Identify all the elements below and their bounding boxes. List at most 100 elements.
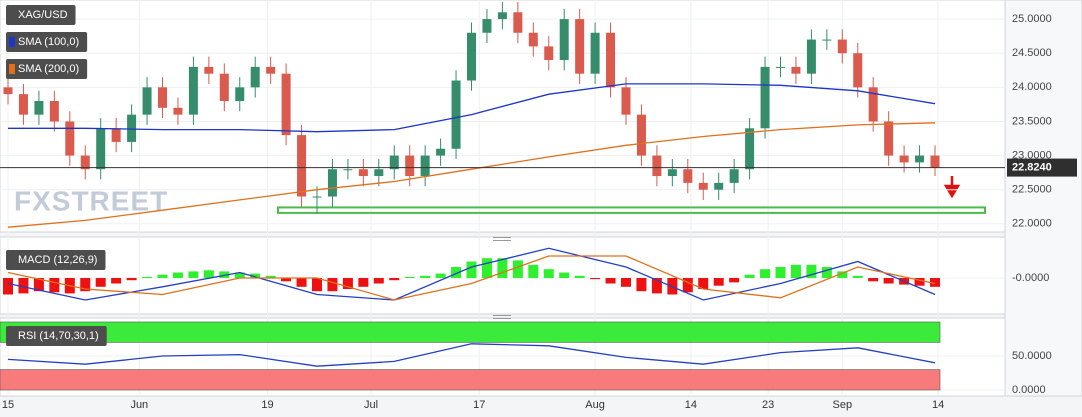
histogram-bar	[930, 278, 940, 287]
histogram-bar	[914, 278, 925, 286]
legend-item: RSI (14,70,30,1)	[6, 326, 107, 346]
legend-label: XAG/USD	[18, 9, 68, 21]
y-tick-label: 24.0000	[1012, 81, 1052, 93]
histogram-bar	[713, 278, 724, 286]
histogram-bar	[18, 278, 29, 294]
legend-item: SMA (100,0)	[6, 32, 88, 52]
histogram-bar	[265, 275, 276, 278]
panel-handles	[493, 237, 511, 319]
histogram-bar	[868, 278, 879, 282]
histogram-bar	[466, 261, 477, 278]
candle-body	[806, 39, 816, 74]
candle-body	[729, 169, 739, 183]
histogram-bar	[559, 272, 570, 278]
x-tick-label: Sep	[833, 399, 853, 411]
candle-body	[65, 121, 75, 156]
x-tick-label: 23	[762, 399, 774, 411]
candle-body	[760, 66, 770, 129]
candle-body	[96, 128, 106, 170]
y-tick-label: 23.0000	[1012, 149, 1052, 161]
y-tick-label: 24.5000	[1012, 47, 1052, 59]
candle-body	[374, 169, 384, 177]
histogram-bar	[234, 272, 245, 278]
histogram-bar	[481, 258, 492, 278]
y-tick-label: 50.0000	[1012, 350, 1052, 362]
histogram-bar	[281, 278, 292, 282]
legend-box	[6, 5, 76, 25]
histogram-bar	[3, 278, 13, 295]
x-tick-label: 14	[932, 399, 944, 411]
candle-body	[683, 169, 693, 183]
x-tick-label: Jun	[130, 399, 148, 411]
candle-body	[915, 155, 925, 163]
histogram-bar	[574, 275, 585, 278]
x-tick-label: 19	[261, 399, 273, 411]
histogram-bar	[543, 269, 554, 278]
candle-body	[899, 155, 909, 163]
candle-body	[513, 12, 523, 33]
candle-body	[791, 66, 801, 74]
histogram-bar	[111, 278, 122, 284]
histogram-bar	[203, 270, 214, 278]
candle-body	[204, 66, 214, 74]
candle-body	[127, 114, 137, 142]
x-tick-label: 15	[2, 399, 14, 411]
candle-body	[312, 196, 322, 198]
histogram-bar	[621, 278, 631, 287]
y-tick-label: 22.0000	[1012, 218, 1052, 230]
histogram-bar	[358, 278, 369, 287]
histogram-bar	[651, 278, 662, 294]
histogram-bar	[420, 275, 431, 278]
indicator-line	[7, 255, 936, 301]
legend-label: RSI (14,70,30,1)	[18, 330, 99, 342]
candle-body	[868, 87, 878, 122]
histogram-bar	[837, 271, 848, 278]
candle-body	[451, 80, 461, 149]
histogram-bar	[760, 269, 771, 278]
rsi-band	[0, 369, 941, 391]
histogram-bar	[451, 267, 462, 278]
histogram-bar	[296, 278, 307, 287]
histogram-bar	[512, 260, 523, 278]
legend-item: XAG/USD	[6, 5, 76, 25]
legend-swatch	[9, 64, 15, 74]
axis-area	[1004, 0, 1082, 397]
histogram-bar	[126, 278, 137, 281]
y-tick-label: 25.0000	[1012, 13, 1052, 25]
candle-body	[343, 169, 353, 171]
candle-body	[559, 19, 569, 61]
candle-body	[34, 100, 44, 115]
y-tick-label: 23.5000	[1012, 115, 1052, 127]
histogram-bar	[219, 271, 230, 278]
legend-swatch	[9, 37, 15, 47]
histogram-bar	[33, 278, 44, 292]
candle-body	[188, 66, 198, 115]
indicator-line	[7, 122, 936, 228]
candle-body	[528, 32, 538, 47]
histogram-bar	[806, 264, 817, 278]
histogram-bar	[790, 264, 801, 278]
candle-body	[158, 87, 167, 108]
candle-body	[250, 66, 260, 88]
indicator-line	[7, 343, 936, 367]
candle-body	[266, 66, 276, 74]
legend-label: SMA (100,0)	[18, 36, 79, 48]
legend-box	[6, 32, 88, 52]
histogram-bar	[682, 278, 693, 293]
candle-body	[173, 107, 183, 115]
legend-box	[6, 326, 107, 346]
candle-body	[837, 39, 847, 54]
down-arrow	[943, 176, 961, 199]
candle-body	[667, 169, 677, 177]
histogram-bar	[172, 272, 183, 278]
legend-item: MACD (12,26,9)	[6, 250, 106, 270]
histogram-bar	[605, 278, 616, 284]
candle-body	[853, 53, 863, 88]
last-price-label: 22.8240	[1012, 161, 1052, 173]
candle-body	[714, 182, 724, 190]
y-tick-label: 22.5000	[1012, 184, 1052, 196]
histogram-bar	[373, 278, 384, 284]
histogram-bar	[342, 278, 353, 289]
candle-body	[297, 135, 307, 197]
rsi-band	[0, 321, 941, 343]
